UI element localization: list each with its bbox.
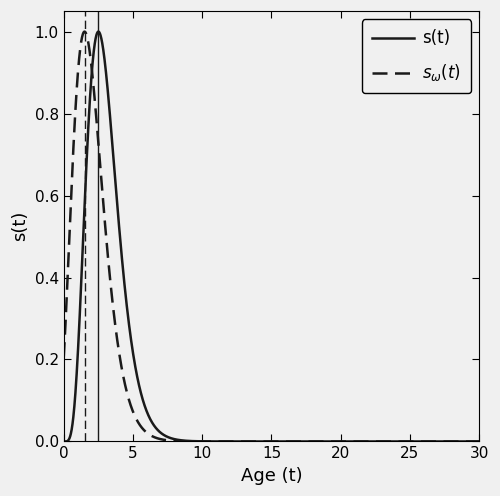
$s_{\omega}(t)$: [388, 438, 394, 444]
s(t): [252, 438, 258, 444]
s(t): [82, 193, 88, 199]
X-axis label: Age (t): Age (t): [240, 467, 302, 485]
s(t): [464, 438, 470, 444]
Y-axis label: s(t): s(t): [11, 211, 29, 242]
$s_{\omega}(t)$: [82, 29, 87, 35]
s(t): [61, 438, 67, 444]
s(t): [476, 438, 482, 444]
Legend: s(t), $s_{\omega}(t)$: s(t), $s_{\omega}(t)$: [362, 19, 471, 93]
$s_{\omega}(t)$: [252, 438, 258, 444]
s(t): [388, 438, 394, 444]
$s_{\omega}(t)$: [82, 29, 88, 35]
Line: $s_{\omega}(t)$: $s_{\omega}(t)$: [64, 32, 479, 441]
s(t): [464, 438, 470, 444]
s(t): [96, 29, 102, 35]
s(t): [263, 438, 269, 444]
$s_{\omega}(t)$: [263, 438, 269, 444]
$s_{\omega}(t)$: [476, 438, 482, 444]
Line: s(t): s(t): [64, 32, 479, 441]
$s_{\omega}(t)$: [464, 438, 470, 444]
$s_{\omega}(t)$: [464, 438, 470, 444]
$s_{\omega}(t)$: [61, 354, 67, 360]
